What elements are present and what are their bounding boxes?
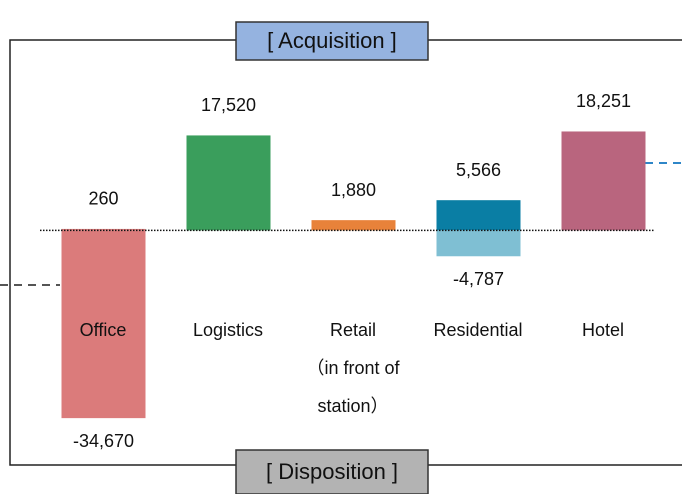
legend-label: [ Acquisition ] (267, 28, 397, 53)
value-label: 17,520 (201, 95, 256, 115)
category-label: Residential (433, 320, 523, 340)
category-label: Hotel (581, 320, 625, 340)
category-label: Logistics (192, 320, 264, 340)
legend-label: [ Disposition ] (266, 459, 398, 484)
bar (311, 220, 396, 231)
value-label: -4,787 (453, 269, 504, 289)
legend-box (235, 21, 429, 61)
bar (436, 200, 521, 231)
bar (436, 230, 521, 257)
value-label: 260 (88, 189, 118, 209)
value-label: -34,670 (73, 431, 134, 451)
value-label: 5,566 (456, 160, 501, 180)
category-label: Office (79, 320, 127, 340)
bar (561, 131, 646, 231)
value-label: 1,880 (331, 180, 376, 200)
frame (9, 39, 682, 466)
bar (186, 135, 271, 231)
value-label: 18,251 (576, 91, 631, 111)
category-label: Retail （in front of station） (306, 320, 400, 416)
bar (61, 230, 146, 419)
legend-box (235, 449, 429, 494)
